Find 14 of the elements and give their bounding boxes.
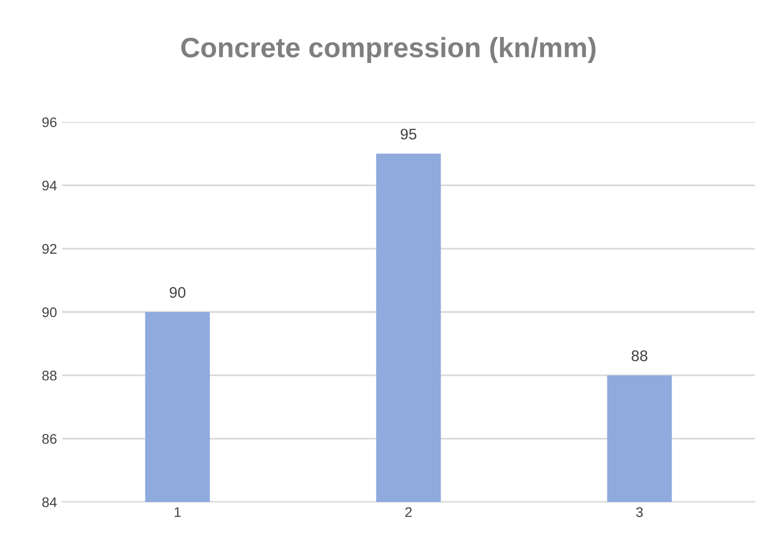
y-tick-label: 92 [42,244,56,254]
data-label: 90 [170,287,186,298]
y-tick-label: 96 [42,117,57,128]
chart-title: Concrete compression (kn/mm) [181,37,596,63]
y-tick-label: 84 [42,497,57,508]
y-tick-label: 90 [42,307,57,318]
x-tick-label: 1 [174,507,181,517]
x-tick-label: 2 [405,507,412,517]
y-tick-label: 86 [42,434,57,444]
y-tick-label: 94 [42,180,57,191]
x-tick-label: 3 [636,507,643,518]
y-tick-label: 88 [42,370,57,381]
data-label: 88 [632,350,648,362]
data-label: 95 [400,128,416,140]
